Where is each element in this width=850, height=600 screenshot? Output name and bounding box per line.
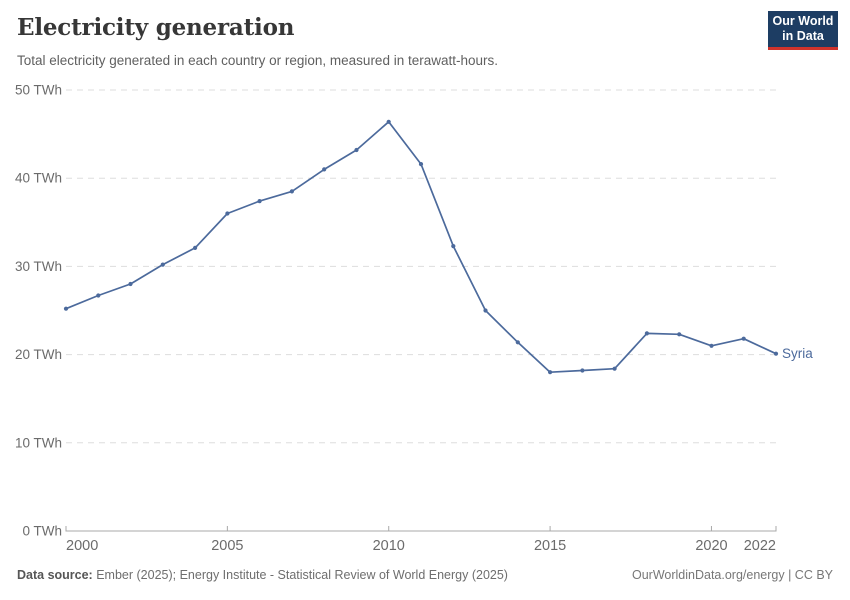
- y-tick-label-10: 10 TWh: [15, 435, 62, 450]
- data-point-2005[interactable]: [225, 211, 230, 216]
- y-tick-label-40: 40 TWh: [15, 171, 62, 186]
- license-credit[interactable]: OurWorldinData.org/energy | CC BY: [631, 568, 833, 582]
- data-point-2000[interactable]: [63, 306, 69, 311]
- x-tick-label-2015: 2015: [534, 538, 566, 554]
- data-point-2019[interactable]: [677, 332, 682, 337]
- data-point-2016[interactable]: [580, 368, 585, 373]
- owid-logo-line2: in Data: [782, 29, 824, 43]
- owid-logo[interactable]: Our World in Data: [768, 11, 838, 50]
- y-tick-label-0: 0 TWh: [22, 524, 62, 539]
- series-line-syria[interactable]: [65, 120, 777, 374]
- data-point-2010[interactable]: [386, 119, 391, 124]
- y-tick-label-50: 50 TWh: [15, 83, 62, 98]
- data-point-2021[interactable]: [741, 336, 746, 341]
- data-source-text: Ember (2025); Energy Institute - Statist…: [96, 568, 508, 582]
- data-point-2008[interactable]: [322, 167, 327, 172]
- x-tick-label-2020: 2020: [695, 538, 727, 554]
- x-tick-label-2000: 2000: [66, 538, 98, 554]
- data-point-2013[interactable]: [483, 308, 488, 313]
- y-tick-label-30: 30 TWh: [15, 259, 62, 274]
- x-tick-label-2010: 2010: [373, 538, 405, 554]
- x-axis-line: [65, 526, 777, 532]
- owid-logo-line1: Our World: [772, 14, 834, 28]
- x-tick-label-2005: 2005: [211, 538, 243, 554]
- data-point-2014[interactable]: [515, 340, 520, 345]
- data-point-2001[interactable]: [96, 293, 101, 298]
- x-tick-label-2022: 2022: [744, 538, 776, 554]
- data-point-2009[interactable]: [354, 147, 359, 153]
- data-point-2004[interactable]: [193, 245, 198, 250]
- chart-subtitle: Total electricity generated in each coun…: [17, 53, 498, 68]
- data-source-note: Data source: Ember (2025); Energy Instit…: [17, 568, 508, 582]
- data-point-2012[interactable]: [451, 244, 456, 249]
- chart-title: Electricity generation: [17, 14, 295, 41]
- data-point-2011[interactable]: [418, 162, 424, 167]
- data-point-2018[interactable]: [644, 331, 650, 336]
- chart-footer: Data source: Ember (2025); Energy Instit…: [17, 568, 833, 582]
- data-point-2003[interactable]: [160, 262, 165, 267]
- data-point-2020[interactable]: [709, 343, 714, 348]
- data-point-2006[interactable]: [257, 199, 262, 204]
- data-point-2002[interactable]: [128, 281, 133, 287]
- data-point-2007[interactable]: [289, 189, 294, 194]
- data-point-2017[interactable]: [612, 366, 617, 371]
- series-end-label: Syria: [782, 346, 813, 361]
- data-point-2022[interactable]: [773, 351, 779, 356]
- y-tick-label-20: 20 TWh: [15, 347, 62, 362]
- data-point-2015[interactable]: [548, 370, 553, 375]
- data-source-label: Data source:: [17, 568, 93, 582]
